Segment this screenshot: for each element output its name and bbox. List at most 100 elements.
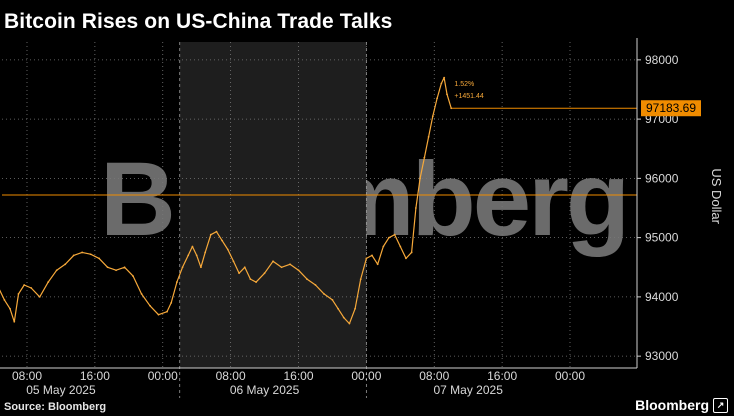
price-point (3, 298, 6, 301)
price-point (423, 156, 426, 159)
price-point (249, 278, 252, 281)
price-point (106, 266, 109, 269)
price-point (388, 236, 390, 239)
y-tick-label: 95000 (645, 231, 679, 245)
price-point (405, 257, 407, 260)
price-point (64, 263, 67, 266)
price-point (297, 269, 300, 272)
y-axis-title: US Dollar (709, 168, 724, 224)
chart-title: Bitcoin Rises on US-China Trade Talks (4, 10, 393, 33)
x-tick-label: 00:00 (148, 369, 178, 383)
x-tick-label: 16:00 (80, 369, 110, 383)
price-point (272, 260, 274, 263)
price-point (132, 275, 134, 278)
last-value-tag (641, 100, 701, 117)
price-point (306, 278, 308, 281)
brand-text: Bloomberg (635, 397, 709, 413)
price-point (200, 266, 202, 269)
price-point (354, 307, 356, 310)
price-point (419, 177, 422, 180)
price-point (89, 253, 92, 256)
price-point (23, 284, 26, 286)
shaded-session (179, 42, 367, 368)
price-point (337, 307, 339, 310)
x-tick-label: 08:00 (216, 369, 246, 383)
price-point (243, 266, 246, 269)
price-point (98, 257, 101, 260)
price-point (123, 266, 126, 269)
price-point (376, 263, 379, 266)
price-point (450, 107, 453, 110)
y-tick-label: 96000 (645, 171, 679, 185)
price-point (170, 301, 173, 304)
price-point (280, 266, 283, 269)
price-point (157, 313, 160, 316)
x-day-label: 05 May 2025 (26, 383, 96, 397)
price-point (187, 254, 190, 257)
change-percent-label: 1.52% (454, 81, 474, 88)
x-tick-label: 08:00 (419, 369, 449, 383)
price-point (226, 248, 229, 251)
price-point (440, 82, 443, 85)
price-point (348, 322, 351, 325)
price-point (55, 269, 58, 272)
price-point (47, 281, 50, 283)
price-point (371, 254, 373, 257)
arrow-icon: ↗ (713, 397, 728, 413)
source-note: Source: Bloomberg (4, 401, 107, 413)
price-point (399, 245, 402, 248)
price-point (436, 97, 438, 100)
price-point (72, 254, 75, 257)
price-point (17, 293, 20, 295)
change-value-label: +1451.44 (454, 93, 483, 100)
y-tick-label: 98000 (645, 53, 679, 67)
price-point (181, 266, 184, 269)
price-point (209, 233, 212, 236)
x-tick-label: 16:00 (487, 369, 517, 383)
price-point (314, 284, 317, 286)
price-point (13, 320, 16, 323)
price-point (115, 269, 117, 272)
x-day-label: 06 May 2025 (230, 383, 300, 397)
price-point (331, 298, 334, 301)
price-point (431, 115, 434, 118)
price-point (443, 76, 446, 79)
price-point (232, 260, 235, 263)
price-point (359, 278, 362, 281)
price-point (9, 307, 11, 310)
last-value-label: 97183.69 (646, 101, 696, 115)
x-day-label: 07 May 2025 (433, 383, 503, 397)
price-point (414, 207, 417, 209)
price-point (382, 245, 385, 248)
y-tick-label: 93000 (645, 349, 679, 363)
price-point (323, 293, 325, 295)
x-tick-label: 08:00 (12, 369, 42, 383)
x-tick-label: 16:00 (283, 369, 313, 383)
price-point (195, 254, 198, 257)
price-point (342, 316, 345, 319)
x-tick-label: 00:00 (351, 369, 381, 383)
price-point (140, 293, 143, 295)
price-point (204, 251, 207, 254)
price-point (30, 287, 33, 289)
price-point (255, 281, 257, 283)
price-point (81, 251, 84, 254)
x-tick-label: 00:00 (555, 369, 585, 383)
price-point (215, 230, 218, 233)
price-point (393, 233, 396, 236)
price-point (238, 272, 241, 275)
price-point (149, 304, 151, 307)
brand-logo: Bloomberg ↗ (635, 397, 728, 413)
price-point (410, 251, 413, 254)
price-point (446, 93, 448, 96)
price-point (289, 263, 291, 266)
price-point (263, 272, 266, 275)
price-point (365, 257, 368, 260)
y-tick-label: 94000 (645, 290, 679, 304)
price-point (175, 281, 178, 283)
price-point (166, 310, 168, 313)
price-point (38, 295, 41, 298)
price-point (221, 239, 224, 242)
price-point (427, 135, 430, 138)
